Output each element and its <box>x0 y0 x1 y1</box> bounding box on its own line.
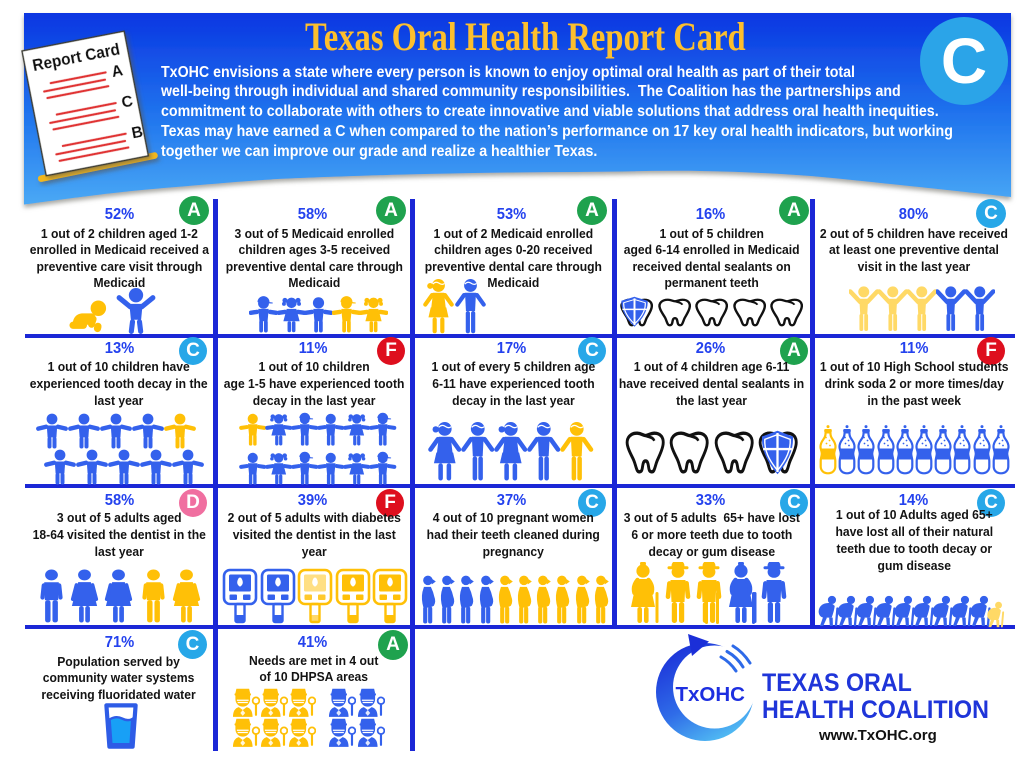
svg-text:TxOHC: TxOHC <box>675 683 745 706</box>
svg-text:B: B <box>130 124 144 143</box>
svg-text:A: A <box>110 62 124 81</box>
svg-text:C: C <box>120 93 134 112</box>
